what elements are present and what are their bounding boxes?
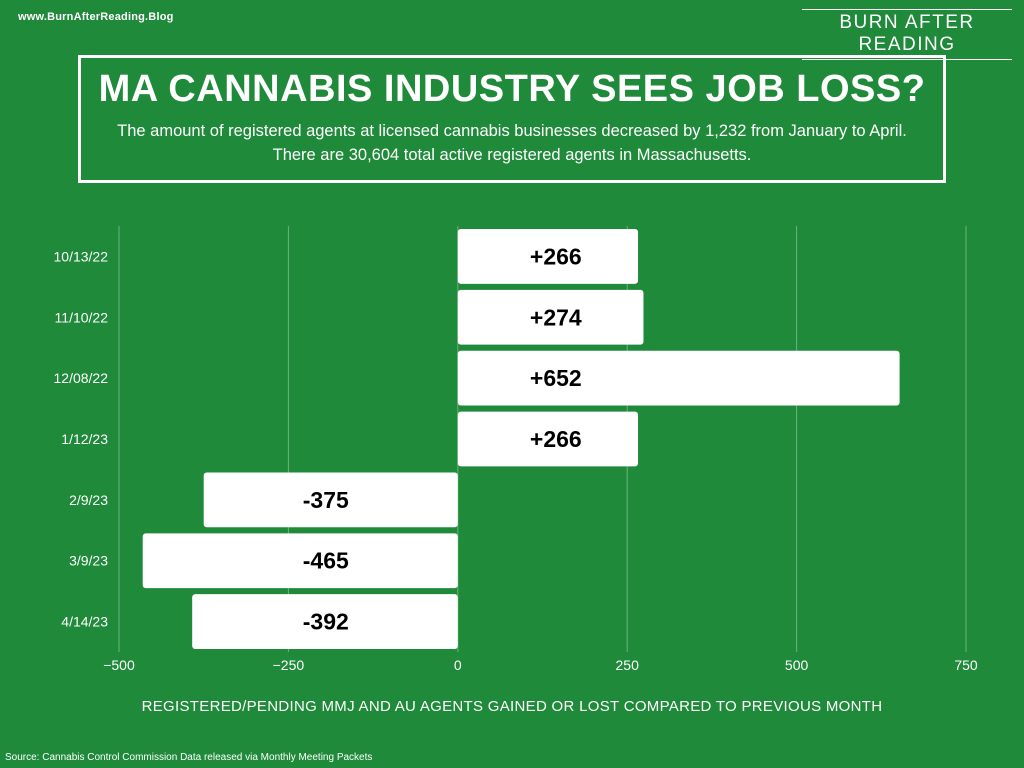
chart-subtitle: The amount of registered agents at licen… [117, 122, 907, 164]
bar [457, 350, 900, 406]
title-box: MA CANNABIS INDUSTRY SEES JOB LOSS? The … [78, 55, 946, 183]
x-tick-label: 500 [785, 657, 809, 673]
x-tick-label: 0 [454, 657, 462, 673]
x-tick-label: 750 [954, 657, 978, 673]
bar [457, 289, 644, 345]
data-label: +652 [530, 365, 582, 391]
x-tick-label: −500 [103, 657, 135, 673]
y-tick-label: 4/14/23 [61, 614, 108, 630]
x-axis-label: REGISTERED/PENDING MMJ AND AU AGENTS GAI… [141, 698, 883, 715]
bar [457, 411, 639, 467]
bar [142, 533, 458, 589]
brand-logo: BURN AFTER READING [802, 9, 1012, 60]
bar [457, 229, 639, 284]
chart-title: MA CANNABIS INDUSTRY SEES JOB LOSS? [98, 68, 926, 110]
data-label: -392 [303, 609, 349, 635]
y-tick-label: 2/9/23 [69, 492, 108, 508]
data-label: -375 [303, 487, 349, 513]
data-label: +274 [530, 304, 582, 330]
bar [203, 472, 458, 528]
x-tick-label: −250 [273, 657, 305, 673]
data-label: -465 [303, 548, 349, 574]
source-note: Source: Cannabis Control Commission Data… [5, 752, 373, 763]
y-tick-label: 10/13/22 [54, 248, 109, 264]
data-label: +266 [530, 426, 582, 452]
data-label: +266 [530, 243, 582, 269]
y-tick-label: 11/10/22 [55, 309, 109, 325]
bar [192, 594, 458, 649]
y-tick-label: 12/08/22 [54, 370, 109, 386]
site-url: www.BurnAfterReading.Blog [18, 11, 174, 23]
x-tick-label: 250 [616, 657, 640, 673]
y-tick-label: 1/12/23 [61, 431, 108, 447]
y-tick-label: 3/9/23 [69, 553, 108, 569]
